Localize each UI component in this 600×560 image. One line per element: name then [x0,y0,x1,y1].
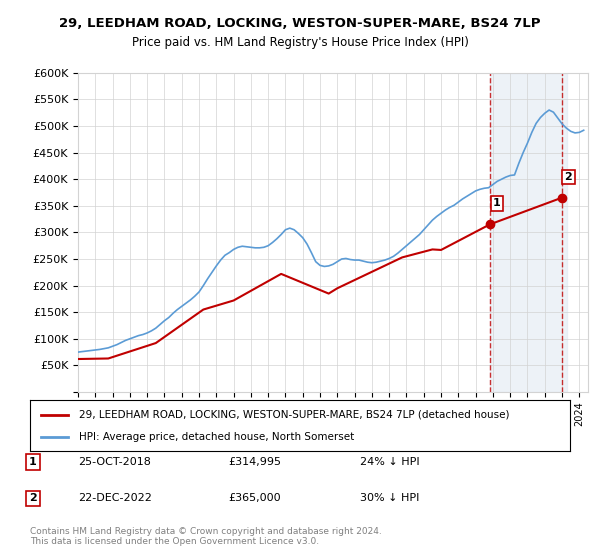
Text: Contains HM Land Registry data © Crown copyright and database right 2024.
This d: Contains HM Land Registry data © Crown c… [30,526,382,546]
Bar [490,73,567,392]
Text: Price paid vs. HM Land Registry's House Price Index (HPI): Price paid vs. HM Land Registry's House … [131,36,469,49]
Text: 1: 1 [493,198,500,208]
Text: 1: 1 [29,457,37,467]
Text: HPI: Average price, detached house, North Somerset: HPI: Average price, detached house, Nort… [79,432,354,442]
Text: 25-OCT-2018: 25-OCT-2018 [78,457,151,467]
Text: 22-DEC-2022: 22-DEC-2022 [78,493,152,503]
Text: £314,995: £314,995 [228,457,281,467]
Text: 24% ↓ HPI: 24% ↓ HPI [360,457,419,467]
Text: 29, LEEDHAM ROAD, LOCKING, WESTON-SUPER-MARE, BS24 7LP (detached house): 29, LEEDHAM ROAD, LOCKING, WESTON-SUPER-… [79,409,509,419]
Text: 29, LEEDHAM ROAD, LOCKING, WESTON-SUPER-MARE, BS24 7LP: 29, LEEDHAM ROAD, LOCKING, WESTON-SUPER-… [59,17,541,30]
Text: 2: 2 [29,493,37,503]
Text: 2: 2 [565,172,572,182]
Text: 30% ↓ HPI: 30% ↓ HPI [360,493,419,503]
Text: £365,000: £365,000 [228,493,281,503]
